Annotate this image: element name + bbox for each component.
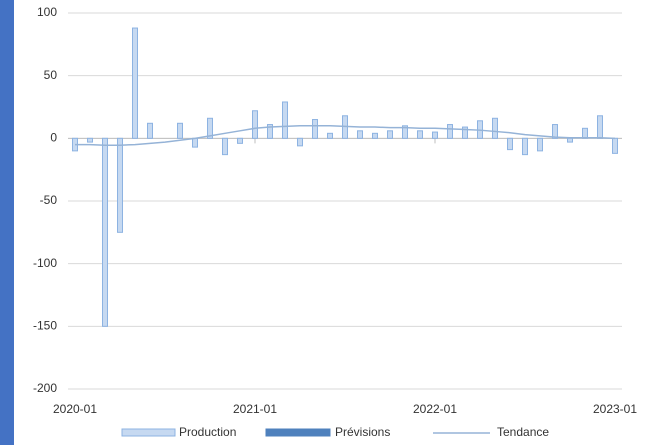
bar — [462, 126, 468, 139]
bar — [597, 115, 603, 139]
legend-label: Production — [179, 425, 236, 439]
bar — [582, 127, 588, 139]
bar — [357, 130, 363, 139]
y-tick-label: -50 — [40, 193, 58, 207]
bar — [132, 27, 138, 139]
y-tick-label: 0 — [50, 131, 57, 145]
y-tick-label: -100 — [33, 256, 57, 270]
x-tick-label: 2021-01 — [233, 402, 277, 416]
bar — [282, 101, 288, 139]
y-tick-label: 100 — [37, 5, 57, 19]
bar — [222, 137, 228, 156]
trend-line — [75, 125, 616, 146]
bar — [267, 124, 273, 139]
bar — [237, 137, 243, 144]
bar — [297, 137, 303, 147]
y-tick-label: 50 — [44, 68, 58, 82]
legend-label: Prévisions — [335, 425, 390, 439]
bar — [612, 137, 618, 154]
x-tick-label: 2023-01 — [593, 402, 637, 416]
bar — [432, 131, 438, 139]
bar — [327, 132, 333, 139]
bar — [192, 137, 198, 148]
bar — [417, 130, 423, 139]
bar — [252, 110, 258, 139]
bar — [147, 122, 153, 139]
bar — [402, 125, 408, 139]
bar — [117, 137, 123, 233]
bar — [102, 137, 108, 327]
bar — [447, 124, 453, 139]
bar — [312, 119, 318, 139]
x-tick-label: 2020-01 — [53, 402, 97, 416]
x-tick-label: 2022-01 — [413, 402, 457, 416]
bar — [177, 122, 183, 139]
legend-swatch — [121, 428, 176, 437]
bar — [207, 117, 213, 139]
bar — [492, 117, 498, 139]
bar — [537, 137, 543, 152]
legend-label: Tendance — [497, 425, 549, 439]
y-tick-label: -150 — [33, 319, 57, 333]
bar — [507, 137, 513, 151]
bar — [87, 137, 93, 143]
y-tick-label: -200 — [33, 381, 57, 395]
bar — [552, 124, 558, 139]
bar — [372, 132, 378, 139]
side-stripe — [0, 0, 14, 445]
bar — [567, 137, 573, 143]
bar — [522, 137, 528, 156]
bar — [387, 130, 393, 139]
legend-swatch — [265, 428, 331, 437]
